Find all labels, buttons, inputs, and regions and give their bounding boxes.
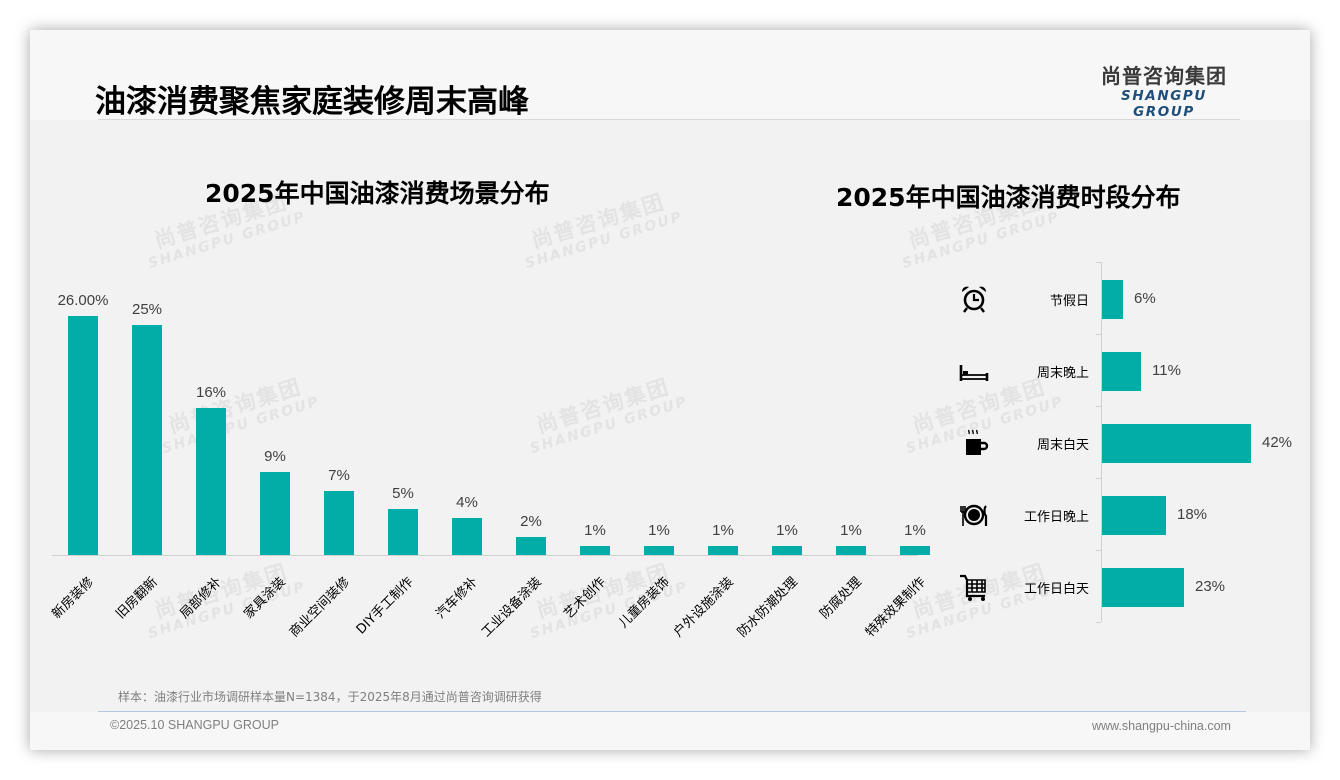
logo-chinese-text: 尚普咨询集团 bbox=[1101, 64, 1227, 88]
y-axis-tick bbox=[1096, 478, 1101, 479]
scene-bar[interactable] bbox=[452, 518, 482, 555]
x-axis-line bbox=[52, 555, 918, 556]
y-axis-tick bbox=[1096, 622, 1101, 623]
scene-bar[interactable] bbox=[580, 546, 610, 555]
scene-bar[interactable] bbox=[516, 537, 546, 555]
scene-category-label: 家具涂装 bbox=[241, 574, 289, 622]
scene-category-label: 工业设备涂装 bbox=[478, 574, 545, 641]
brand-logo: 尚普咨询集团 SHANGPU GROUP bbox=[1088, 64, 1240, 120]
bed-icon bbox=[958, 355, 990, 387]
scene-category-label: 艺术创作 bbox=[561, 574, 609, 622]
period-category-label: 工作日白天 bbox=[1023, 582, 1089, 597]
sample-note: 样本：油漆行业市场调研样本量N=1384，于2025年8月通过尚普咨询调研获得 bbox=[118, 690, 542, 704]
scene-value-label: 9% bbox=[264, 448, 286, 465]
period-bar[interactable] bbox=[1102, 496, 1166, 535]
scene-bar[interactable] bbox=[324, 491, 354, 555]
plate-cutlery-icon bbox=[958, 499, 990, 531]
period-value-label: 11% bbox=[1152, 362, 1181, 379]
scene-bar[interactable] bbox=[260, 472, 290, 555]
scene-value-label: 1% bbox=[840, 522, 862, 539]
coffee-mug-icon bbox=[958, 427, 990, 459]
period-chart-title: 2025年中国油漆消费时段分布 bbox=[836, 183, 1181, 212]
scene-category-label: 特殊效果制作 bbox=[862, 574, 929, 641]
scene-category-label: 商业空间装修 bbox=[286, 574, 353, 641]
scene-bar[interactable] bbox=[132, 325, 162, 555]
scene-category-label: 防腐处理 bbox=[817, 574, 865, 622]
logo-english-text: SHANGPU GROUP bbox=[1121, 88, 1207, 120]
period-value-label: 42% bbox=[1262, 434, 1293, 451]
scene-bar[interactable] bbox=[772, 546, 802, 555]
website-link[interactable]: www.shangpu-china.com bbox=[1092, 719, 1231, 733]
copyright-text: ©2025.10 SHANGPU GROUP bbox=[110, 718, 279, 732]
scene-value-label: 25% bbox=[131, 301, 163, 318]
scene-bar[interactable] bbox=[196, 408, 226, 555]
scene-category-label: 旧房翻新 bbox=[113, 574, 161, 622]
scene-chart-title: 2025年中国油漆消费场景分布 bbox=[205, 179, 550, 208]
period-value-label: 6% bbox=[1134, 290, 1156, 307]
footer-divider bbox=[98, 711, 1246, 712]
scene-value-label: 26.00% bbox=[57, 292, 109, 309]
period-bar[interactable] bbox=[1102, 568, 1184, 607]
scene-category-label: 防水防潮处理 bbox=[734, 574, 801, 641]
alarm-clock-icon bbox=[958, 283, 990, 315]
period-bar[interactable] bbox=[1102, 280, 1123, 319]
scene-value-label: 1% bbox=[648, 522, 670, 539]
scene-bar[interactable] bbox=[708, 546, 738, 555]
period-bar[interactable] bbox=[1102, 424, 1251, 463]
scene-value-label: 5% bbox=[392, 485, 414, 502]
y-axis-tick bbox=[1096, 550, 1101, 551]
scene-value-label: 1% bbox=[904, 522, 926, 539]
period-category-label: 工作日晚上 bbox=[1023, 510, 1089, 525]
scene-category-label: 户外设施涂装 bbox=[670, 574, 737, 641]
slide: 油漆消费聚焦家庭装修周末高峰 尚普咨询集团 SHANGPU GROUP 尚普咨询… bbox=[30, 30, 1310, 750]
y-axis-line bbox=[1101, 262, 1102, 622]
scene-value-label: 2% bbox=[520, 513, 542, 530]
scene-bar[interactable] bbox=[900, 546, 930, 555]
scene-bar[interactable] bbox=[644, 546, 674, 555]
content-background bbox=[30, 120, 1310, 712]
scene-value-label: 1% bbox=[776, 522, 798, 539]
title-divider bbox=[98, 119, 1240, 120]
scene-bar[interactable] bbox=[388, 509, 418, 555]
period-value-label: 18% bbox=[1177, 506, 1208, 523]
page-title: 油漆消费聚焦家庭装修周末高峰 bbox=[95, 84, 529, 120]
scene-bar[interactable] bbox=[68, 316, 98, 555]
period-category-label: 周末白天 bbox=[1036, 438, 1089, 453]
period-category-label: 节假日 bbox=[1049, 294, 1089, 309]
scene-category-label: DIY手工制作 bbox=[353, 574, 417, 638]
scene-category-label: 儿童房装饰 bbox=[616, 574, 673, 632]
shopping-cart-icon bbox=[958, 571, 990, 603]
period-category-label: 周末晚上 bbox=[1036, 366, 1089, 381]
y-axis-tick bbox=[1096, 262, 1101, 263]
scene-value-label: 7% bbox=[328, 467, 350, 484]
period-bar[interactable] bbox=[1102, 352, 1141, 391]
y-axis-tick bbox=[1096, 406, 1101, 407]
scene-value-label: 1% bbox=[584, 522, 606, 539]
scene-category-label: 汽车修补 bbox=[433, 574, 481, 622]
scene-category-label: 新房装修 bbox=[49, 574, 97, 622]
scene-value-label: 16% bbox=[195, 384, 227, 401]
period-value-label: 23% bbox=[1195, 578, 1226, 595]
scene-bar[interactable] bbox=[836, 546, 866, 555]
scene-value-label: 4% bbox=[456, 494, 478, 511]
scene-bar-chart: 26.00% 新房装修 25% 旧房翻新 16% 局部修补 9% 家具涂装 7% 商业空间装修 5%… bbox=[30, 30, 1310, 750]
scene-category-label: 局部修补 bbox=[177, 574, 225, 622]
y-axis-tick bbox=[1096, 334, 1101, 335]
scene-value-label: 1% bbox=[712, 522, 734, 539]
